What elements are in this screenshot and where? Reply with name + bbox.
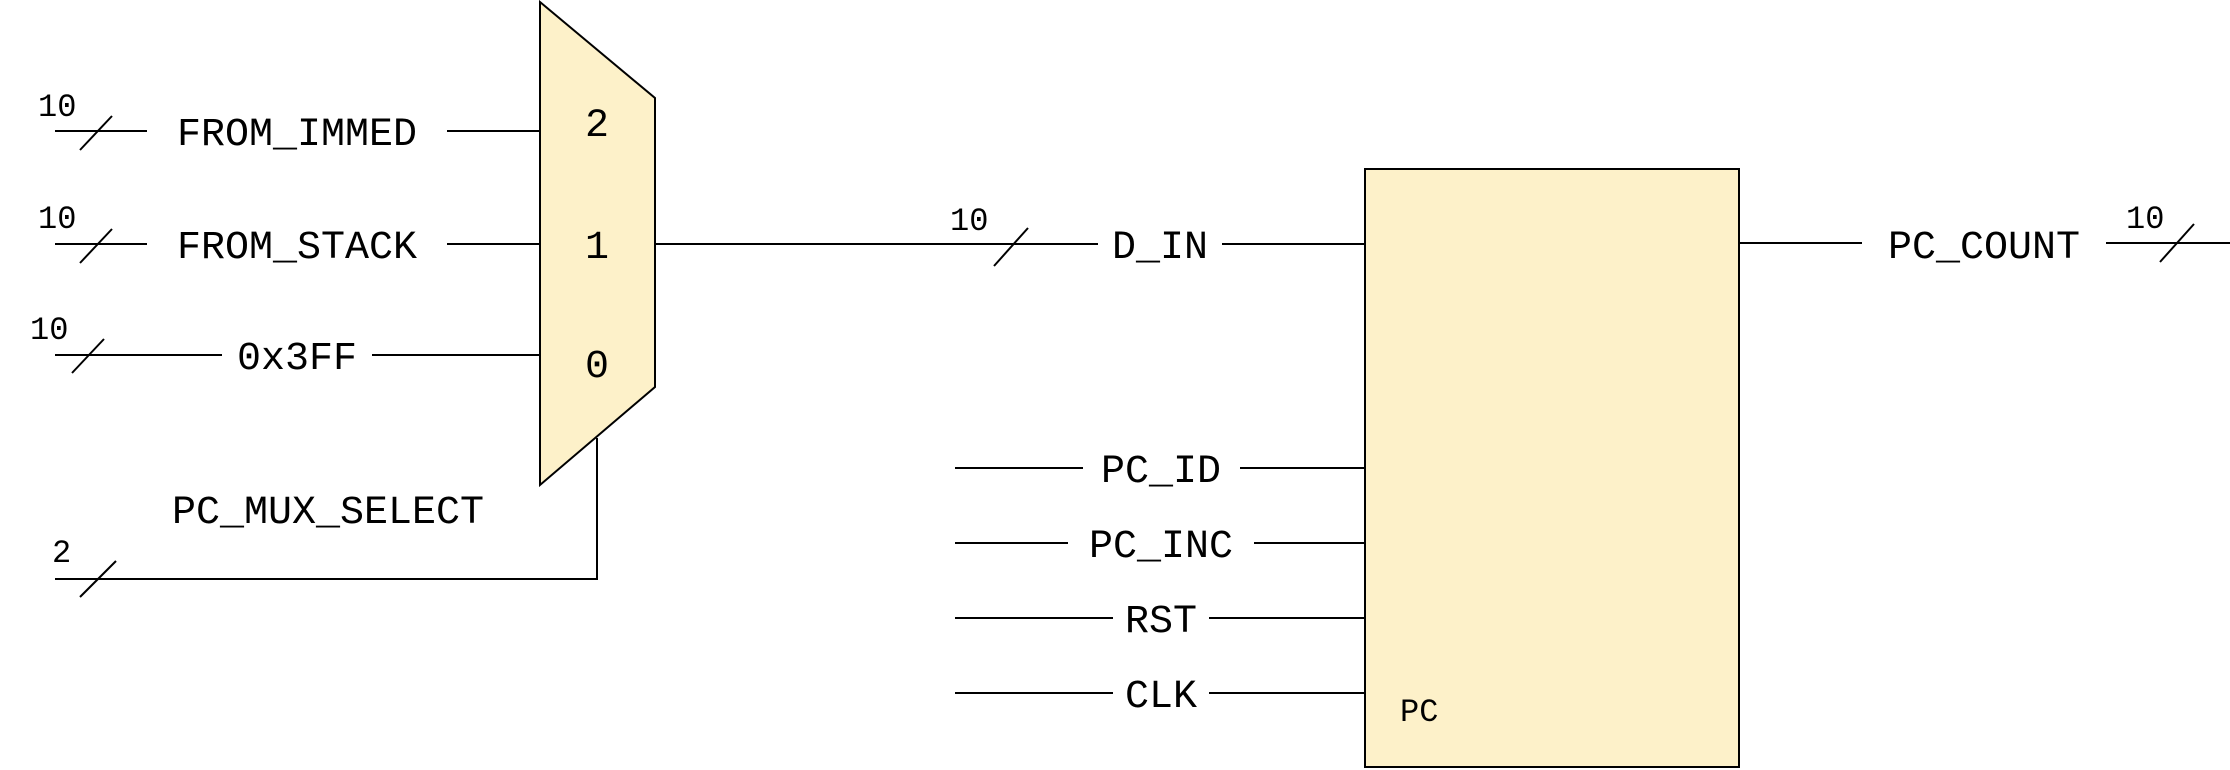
d-in-wire [655, 227, 1365, 267]
signal-d-in: D_IN [1112, 226, 1208, 271]
signal-from-stack: FROM_STACK [177, 226, 417, 271]
bus-width-from-immed: 10 [38, 89, 76, 126]
mux-select-wire [55, 438, 598, 598]
signal-clk: CLK [1125, 675, 1197, 720]
mux-port-2: 2 [585, 104, 609, 149]
mux-input-2-wire [55, 115, 540, 151]
pc-block [1364, 168, 1740, 768]
bus-width-pc-count: 10 [2126, 201, 2164, 238]
pc-count-wire [1739, 223, 2230, 263]
mux-input-0-wire [55, 338, 540, 374]
mux-port-0: 0 [585, 345, 609, 390]
bus-width-d-in: 10 [950, 203, 988, 240]
signal-pc-count: PC_COUNT [1888, 226, 2080, 271]
signal-from-immed: FROM_IMMED [177, 113, 417, 158]
mux-port-1: 1 [585, 226, 609, 271]
signal-rst: RST [1125, 600, 1197, 645]
mux-input-1-wire [55, 228, 540, 264]
bus-width-const: 10 [30, 312, 68, 349]
bus-width-from-stack: 10 [38, 201, 76, 238]
mux-block [539, 0, 656, 488]
signal-pc-id: PC_ID [1101, 450, 1221, 495]
bus-width-select: 2 [52, 535, 71, 572]
signal-pc-inc: PC_INC [1089, 525, 1233, 570]
pc-block-name: PC [1400, 694, 1438, 731]
signal-const-3ff: 0x3FF [237, 337, 357, 382]
signal-pc-mux-select: PC_MUX_SELECT [172, 491, 484, 536]
